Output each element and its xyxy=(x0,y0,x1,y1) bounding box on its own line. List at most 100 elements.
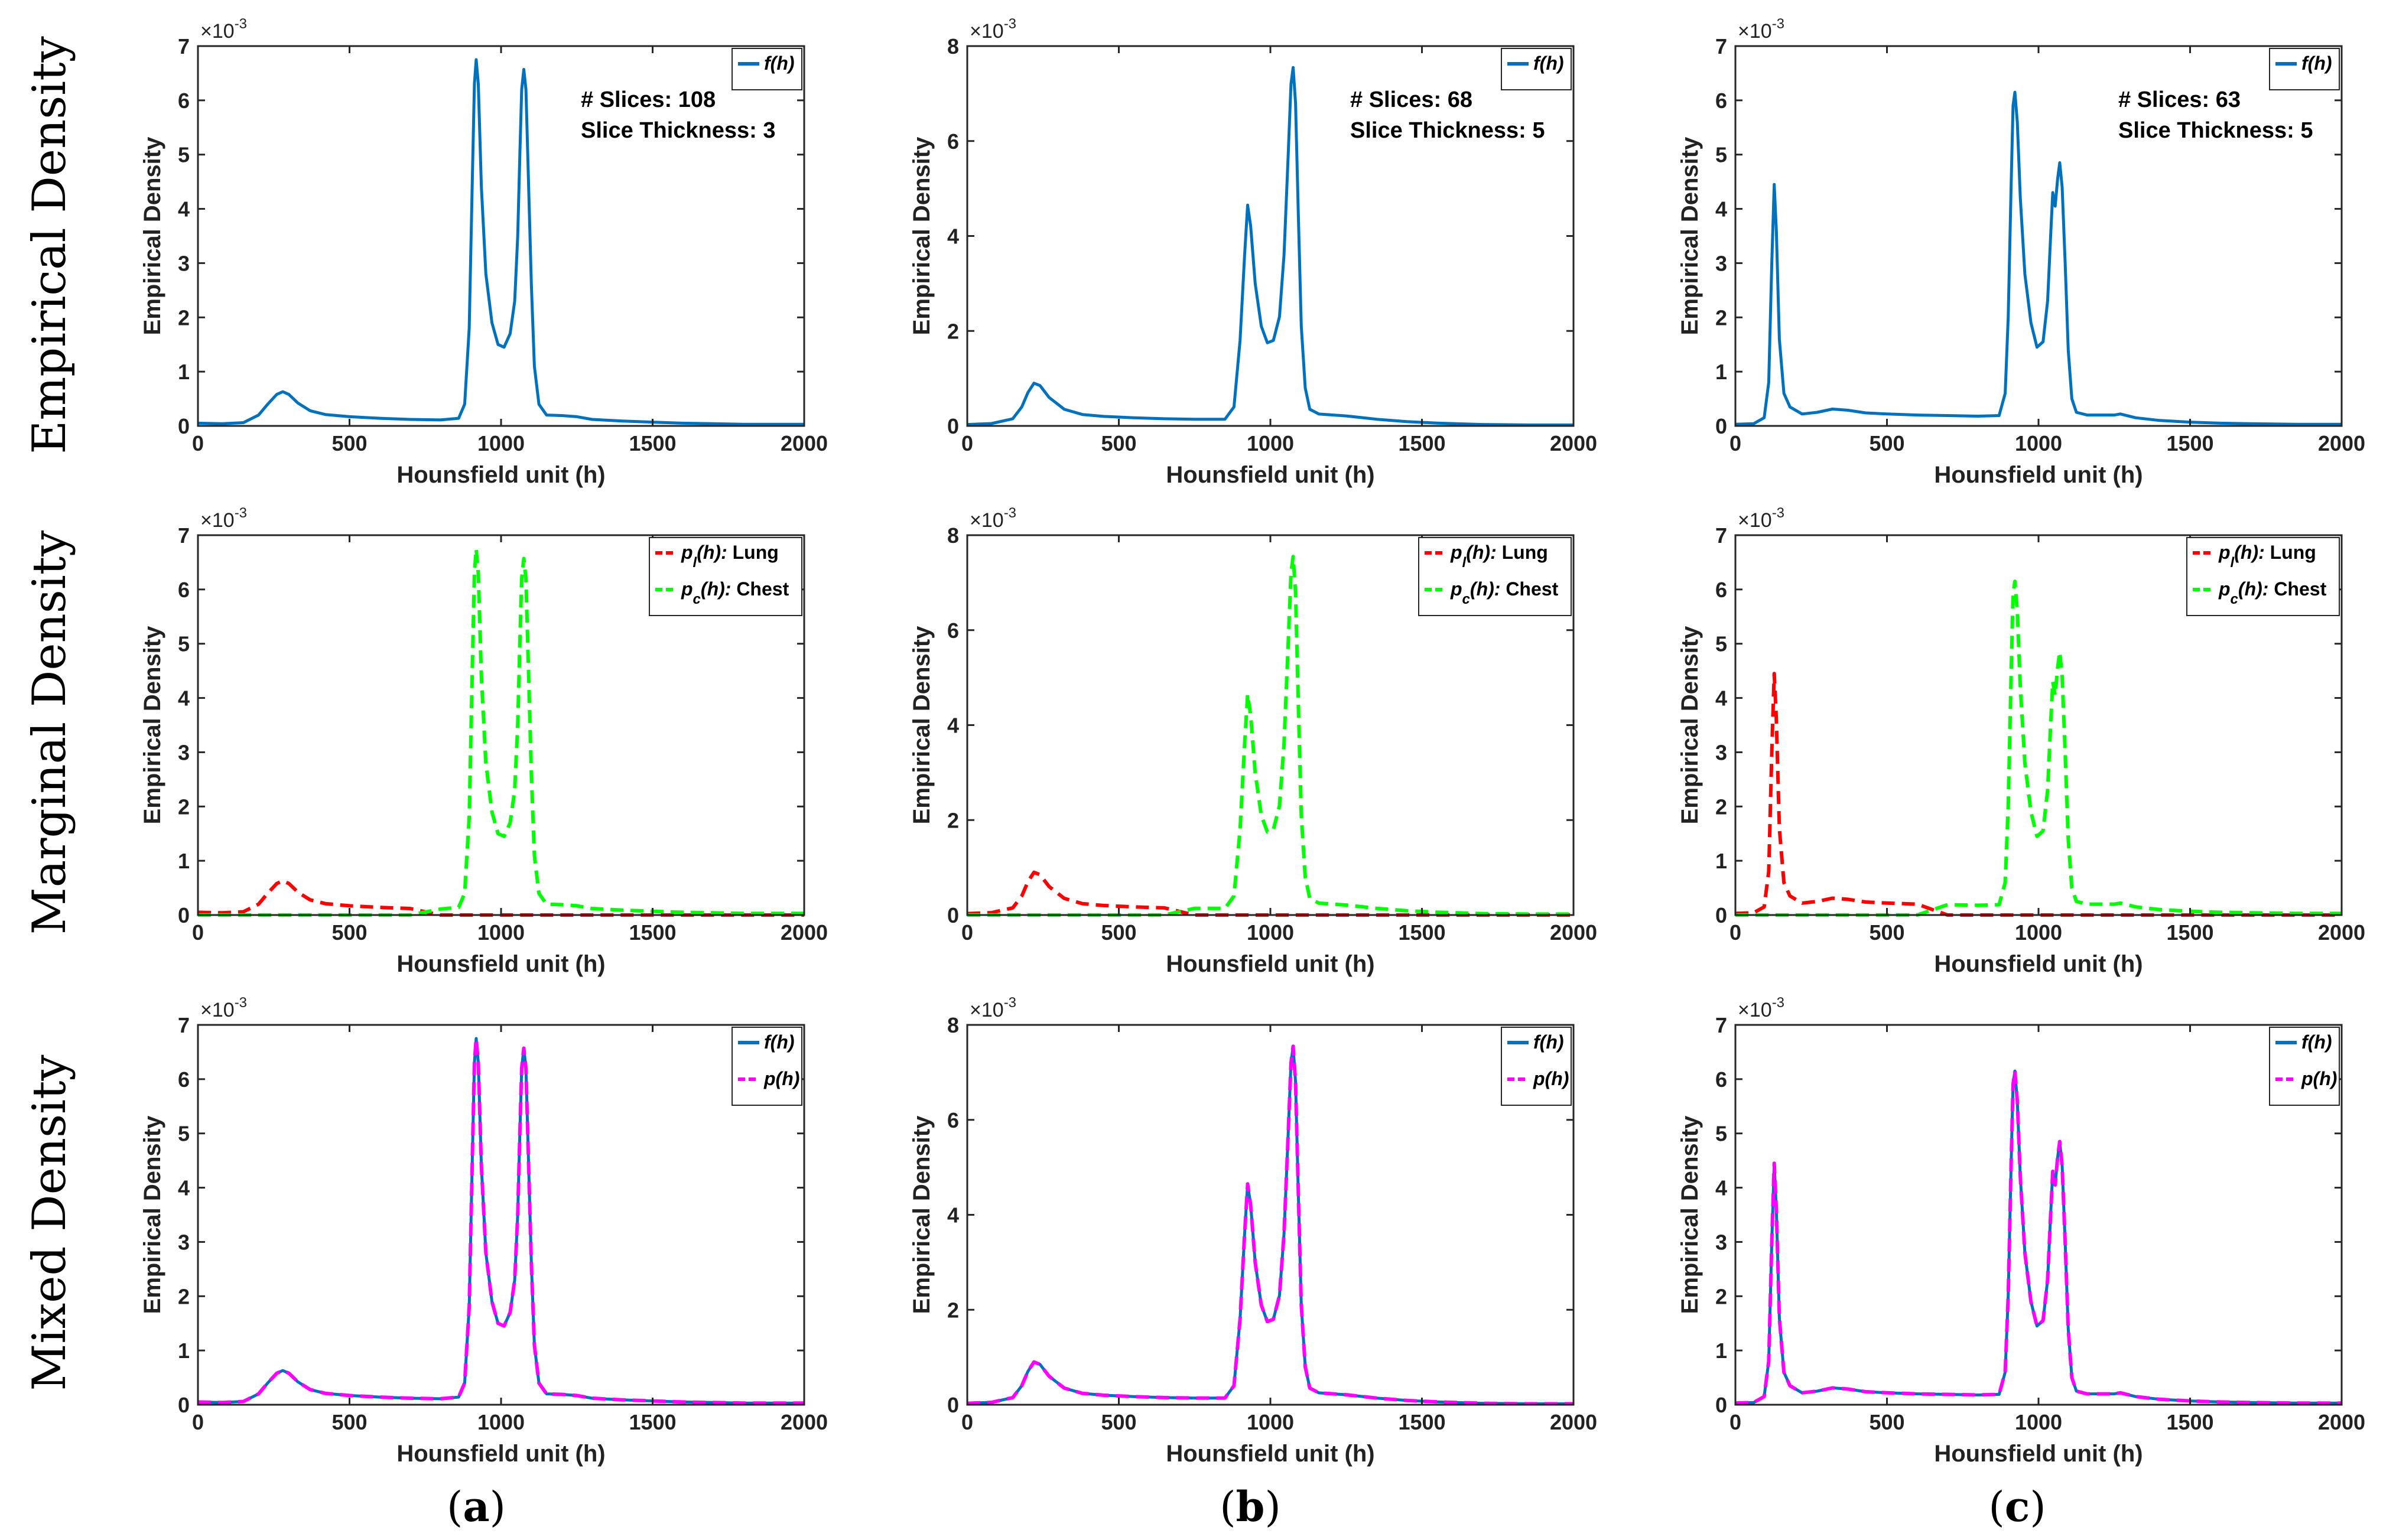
annotation-text: Slice Thickness: 5 xyxy=(1350,118,1545,143)
y-scale-exponent: ×10-3 xyxy=(970,995,1016,1021)
annotation-text: # Slices: 63 xyxy=(2118,87,2241,112)
y-tick-label: 0 xyxy=(1715,1393,1727,1417)
y-axis-label: Empirical Density xyxy=(1677,136,1703,335)
y-tick-label: 2 xyxy=(178,795,190,819)
y-axis-label: Empirical Density xyxy=(909,1115,935,1314)
x-tick-label: 0 xyxy=(1729,920,1741,945)
x-tick-label: 500 xyxy=(1869,431,1904,455)
x-tick-label: 1500 xyxy=(2166,431,2213,455)
y-tick-label: 8 xyxy=(947,1013,959,1037)
row-title: Empirical Density xyxy=(23,36,76,454)
legend-label: f(h) xyxy=(2301,53,2332,74)
legend-label: pc(h): Chest xyxy=(681,578,789,607)
chart-row2-a: 0 500 1000 1500 2000 0 1 2 3 4 5 6 7 ×10-3 Hounsfield … xyxy=(139,505,828,977)
y-tick-label: 0 xyxy=(947,903,959,927)
chart-row3-c: 0 500 1000 1500 2000 0 1 2 3 4 5 6 7 ×10-3 Hounsfield … xyxy=(1677,995,2365,1467)
series-line-f xyxy=(967,66,1574,426)
x-tick-label: 1000 xyxy=(477,431,525,455)
series-line-p xyxy=(967,1044,1574,1406)
legend-box xyxy=(1418,537,1572,616)
x-axis-label: Hounsfield unit (h) xyxy=(396,951,605,977)
x-axis-label: Hounsfield unit (h) xyxy=(396,462,605,488)
x-tick-label: 2000 xyxy=(781,1410,828,1434)
legend-label: p(h) xyxy=(2301,1068,2337,1089)
y-tick-label: 6 xyxy=(1715,578,1727,602)
chart-row1-c: 0 500 1000 1500 2000 0 1 2 3 4 5 6 7 ×10-3 Hounsfield … xyxy=(1677,16,2365,488)
y-tick-label: 2 xyxy=(178,1284,190,1308)
y-scale-exponent: ×10-3 xyxy=(200,995,247,1021)
x-tick-label: 1000 xyxy=(1247,431,1294,455)
x-tick-label: 2000 xyxy=(1550,920,1597,945)
y-tick-label: 2 xyxy=(1715,1284,1727,1308)
y-axis-label: Empirical Density xyxy=(139,1115,165,1314)
series-line-p xyxy=(197,1037,804,1405)
chart-row3-a: 0 500 1000 1500 2000 0 1 2 3 4 5 6 7 ×10-3 Hounsfield … xyxy=(139,995,828,1467)
x-axis-label: Hounsfield unit (h) xyxy=(1166,951,1374,977)
series-line-chest xyxy=(198,547,804,917)
legend-box xyxy=(1501,1027,1572,1106)
x-axis-label: Hounsfield unit (h) xyxy=(1934,1441,2143,1467)
y-tick-label: 6 xyxy=(947,129,959,154)
y-axis-label: Empirical Density xyxy=(1677,626,1703,824)
legend-label: pl(h): Lung xyxy=(2218,542,2316,571)
y-tick-label: 5 xyxy=(1715,632,1727,656)
legend-label: p(h) xyxy=(1533,1068,1569,1089)
x-axis-label: Hounsfield unit (h) xyxy=(396,1441,605,1467)
y-tick-label: 4 xyxy=(947,1203,959,1228)
x-tick-label: 2000 xyxy=(1550,1410,1597,1434)
y-tick-label: 0 xyxy=(1715,903,1727,927)
y-tick-label: 8 xyxy=(947,34,959,58)
x-tick-label: 500 xyxy=(1869,1410,1904,1434)
x-tick-label: 500 xyxy=(1101,431,1136,455)
series-line-f xyxy=(1735,90,2342,426)
y-tick-label: 7 xyxy=(178,523,190,548)
y-scale-exponent: ×10-3 xyxy=(1738,505,1784,532)
y-axis-label: Empirical Density xyxy=(139,626,165,824)
x-tick-label: 500 xyxy=(331,1410,367,1434)
series-line-p xyxy=(1735,1069,2342,1405)
y-tick-label: 6 xyxy=(947,1108,959,1132)
chart-row1-b: 0 500 1000 1500 2000 0 2 4 6 8 ×10-3 Hounsfield uni… xyxy=(909,16,1597,488)
y-tick-label: 1 xyxy=(178,360,190,384)
y-tick-label: 4 xyxy=(178,197,190,222)
y-scale-exponent: ×10-3 xyxy=(1738,995,1784,1021)
annotation-text: Slice Thickness: 3 xyxy=(581,118,776,143)
x-tick-label: 0 xyxy=(192,1410,204,1434)
legend-label: f(h) xyxy=(764,53,795,74)
y-scale-exponent: ×10-3 xyxy=(200,505,247,532)
x-tick-label: 1000 xyxy=(2015,1410,2062,1434)
y-tick-label: 3 xyxy=(178,740,190,764)
x-tick-label: 1000 xyxy=(1247,1410,1294,1434)
y-tick-label: 7 xyxy=(178,1013,190,1037)
x-tick-label: 0 xyxy=(1729,431,1741,455)
y-tick-label: 5 xyxy=(178,1122,190,1146)
y-tick-label: 7 xyxy=(178,34,190,58)
x-tick-label: 0 xyxy=(192,431,204,455)
y-tick-label: 8 xyxy=(947,523,959,548)
x-tick-label: 2000 xyxy=(781,920,828,945)
y-tick-label: 1 xyxy=(1715,849,1727,873)
y-tick-label: 2 xyxy=(1715,305,1727,330)
y-tick-label: 5 xyxy=(1715,1122,1727,1146)
y-scale-exponent: ×10-3 xyxy=(970,505,1016,532)
y-tick-label: 4 xyxy=(1715,686,1727,711)
y-tick-label: 0 xyxy=(947,414,959,438)
y-tick-label: 4 xyxy=(178,1176,190,1200)
chart-row2-b: 0 500 1000 1500 2000 0 2 4 6 8 ×10-3 Hounsfield uni… xyxy=(909,505,1597,977)
series-line-f xyxy=(1735,1069,2342,1405)
series-line-f xyxy=(197,58,804,426)
plot-frame xyxy=(1734,1024,2343,1406)
y-tick-label: 2 xyxy=(947,808,959,832)
legend-label: pl(h): Lung xyxy=(1450,542,1548,571)
y-tick-label: 5 xyxy=(178,143,190,167)
legend-label: f(h) xyxy=(1533,1031,1564,1053)
x-tick-label: 500 xyxy=(1101,920,1136,945)
y-tick-label: 2 xyxy=(178,305,190,330)
x-tick-label: 1500 xyxy=(629,1410,676,1434)
series-line-f xyxy=(197,1037,804,1405)
x-tick-label: 1500 xyxy=(2166,1410,2213,1434)
legend-box xyxy=(2186,537,2340,616)
y-tick-label: 6 xyxy=(1715,89,1727,113)
y-scale-exponent: ×10-3 xyxy=(1738,16,1784,43)
